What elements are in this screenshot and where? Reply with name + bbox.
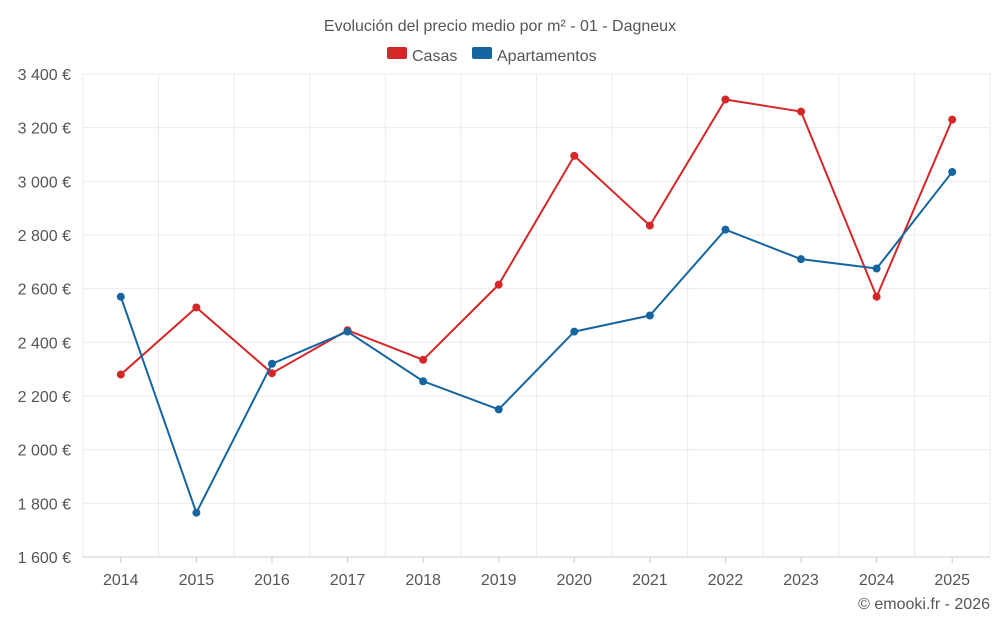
series-line-casas [120,98,954,376]
series-apartamentos [116,167,957,517]
data-point-casas[interactable] [797,107,806,116]
x-tick-label: 2022 [708,572,744,589]
legend-swatch-apartamentos [472,47,492,59]
data-point-casas[interactable] [419,355,428,364]
x-tick-label: 2020 [556,572,592,589]
y-tick-label: 2 600 € [18,282,71,299]
x-tick-label: 2014 [103,572,139,589]
data-point-casas[interactable] [192,303,201,312]
data-point-apartamentos[interactable] [267,359,276,368]
data-point-apartamentos[interactable] [419,377,428,386]
horizontal-gridlines [83,73,990,558]
series-line-apartamentos [119,171,953,514]
series-layer [116,95,957,517]
y-tick-label: 2 400 € [18,335,71,352]
data-point-apartamentos[interactable] [797,255,806,264]
data-point-casas[interactable] [570,151,579,160]
y-tick-label: 2 000 € [18,443,71,460]
data-point-apartamentos[interactable] [872,264,881,273]
y-axis-tick-labels: 1 600 € 1 800 € 2 000 € 2 200 € 2 400 € 2 600… [18,67,71,567]
vertical-gridlines [82,74,991,557]
legend: Casas Apartamentos [387,47,597,65]
legend-swatch-casas [387,47,407,59]
y-tick-label: 3 200 € [18,121,71,138]
data-point-apartamentos[interactable] [948,167,957,176]
chart-title: Evolución del precio medio por m² - 01 -… [324,18,676,35]
data-point-casas[interactable] [494,280,503,289]
data-point-casas[interactable] [721,95,730,104]
data-point-apartamentos[interactable] [116,292,125,301]
x-tick-label: 2017 [330,572,366,589]
data-point-apartamentos[interactable] [343,327,352,336]
y-tick-label: 3 400 € [18,67,71,84]
x-tick-label: 2018 [405,572,441,589]
x-tick-label: 2016 [254,572,290,589]
y-tick-label: 1 800 € [18,496,71,513]
x-tick-label: 2023 [783,572,819,589]
y-tick-label: 3 000 € [18,174,71,191]
series-casas [116,95,957,379]
legend-label-casas[interactable]: Casas [412,48,457,65]
x-tick-label: 2024 [859,572,895,589]
data-point-casas[interactable] [948,115,957,124]
legend-label-apartamentos[interactable]: Apartamentos [497,48,597,65]
y-tick-label: 2 800 € [18,228,71,245]
x-tick-label: 2015 [179,572,215,589]
data-point-casas[interactable] [645,221,654,230]
data-point-casas[interactable] [872,292,881,301]
y-tick-label: 1 600 € [18,550,71,567]
data-point-apartamentos[interactable] [494,405,503,414]
data-point-apartamentos[interactable] [645,311,654,320]
data-point-apartamentos[interactable] [192,508,201,517]
x-axis-tick-labels: 2014 2015 2016 2017 2018 2019 2020 2021 2022 2023… [103,557,970,589]
x-tick-label: 2021 [632,572,668,589]
credit-text: © emooki.fr - 2026 [858,596,990,613]
y-tick-label: 2 200 € [18,389,71,406]
data-point-apartamentos[interactable] [721,225,730,234]
x-tick-label: 2025 [934,572,970,589]
data-point-casas[interactable] [116,370,125,379]
data-point-casas[interactable] [267,369,276,378]
data-point-apartamentos[interactable] [570,327,579,336]
x-tick-label: 2019 [481,572,517,589]
